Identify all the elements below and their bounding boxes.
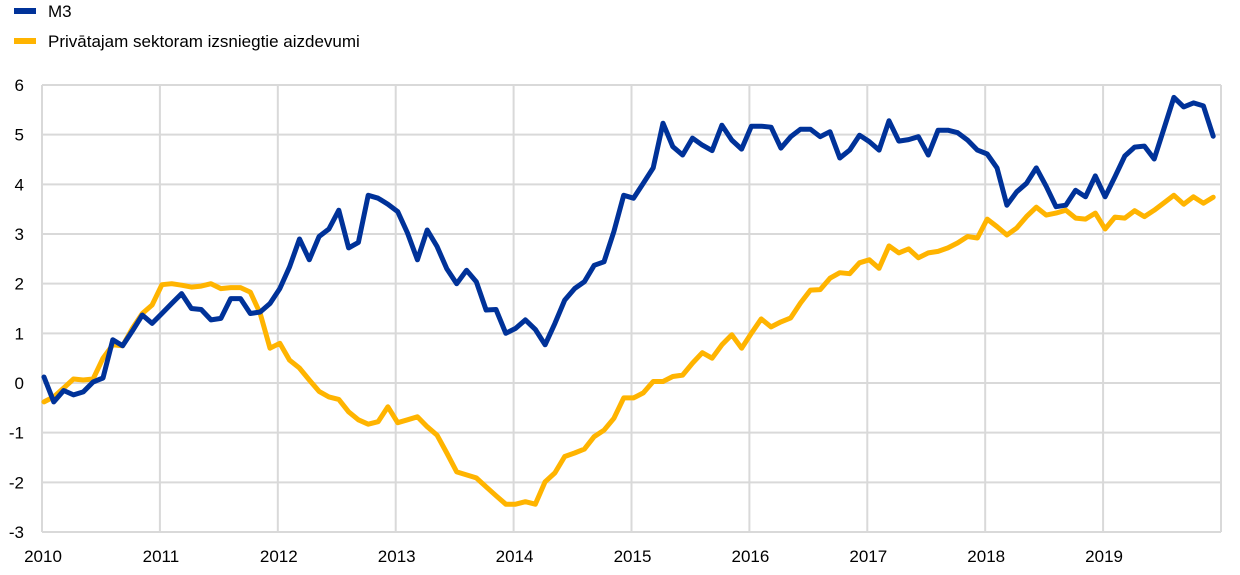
- y-tick-label: -1: [9, 424, 24, 443]
- x-tick-label: 2018: [967, 547, 1005, 566]
- y-tick-label: 5: [15, 126, 24, 145]
- x-tick-label: 2015: [614, 547, 652, 566]
- legend-swatch-loans: [14, 37, 36, 44]
- y-tick-label: 6: [15, 76, 24, 95]
- x-tick-label: 2011: [143, 547, 180, 566]
- legend-swatch-m3: [14, 7, 36, 14]
- series-line-loans: [41, 192, 1216, 507]
- y-tick-label: -3: [9, 523, 24, 542]
- x-tick-label: 2014: [496, 547, 534, 566]
- x-tick-label: 2016: [731, 547, 769, 566]
- y-tick-label: -2: [9, 473, 24, 492]
- y-tick-label: 0: [15, 374, 24, 393]
- y-tick-label: 1: [15, 324, 24, 343]
- series-line-m3: [41, 94, 1216, 405]
- x-tick-label: 2019: [1085, 547, 1123, 566]
- legend-label-loans: Privātajam sektoram izsniegtie aizdevumi: [48, 32, 360, 51]
- x-tick-label: 2010: [24, 547, 62, 566]
- legend-label-m3: M3: [48, 2, 72, 21]
- legend-item-m3: M3: [14, 2, 72, 22]
- legend-item-loans: Privātajam sektoram izsniegtie aizdevumi: [14, 32, 360, 52]
- x-tick-label: 2017: [849, 547, 887, 566]
- x-tick-label: 2012: [260, 547, 298, 566]
- y-tick-label: 3: [15, 225, 24, 244]
- x-tick-label: 2013: [378, 547, 416, 566]
- y-tick-label: 4: [15, 175, 24, 194]
- y-tick-label: 2: [15, 275, 24, 294]
